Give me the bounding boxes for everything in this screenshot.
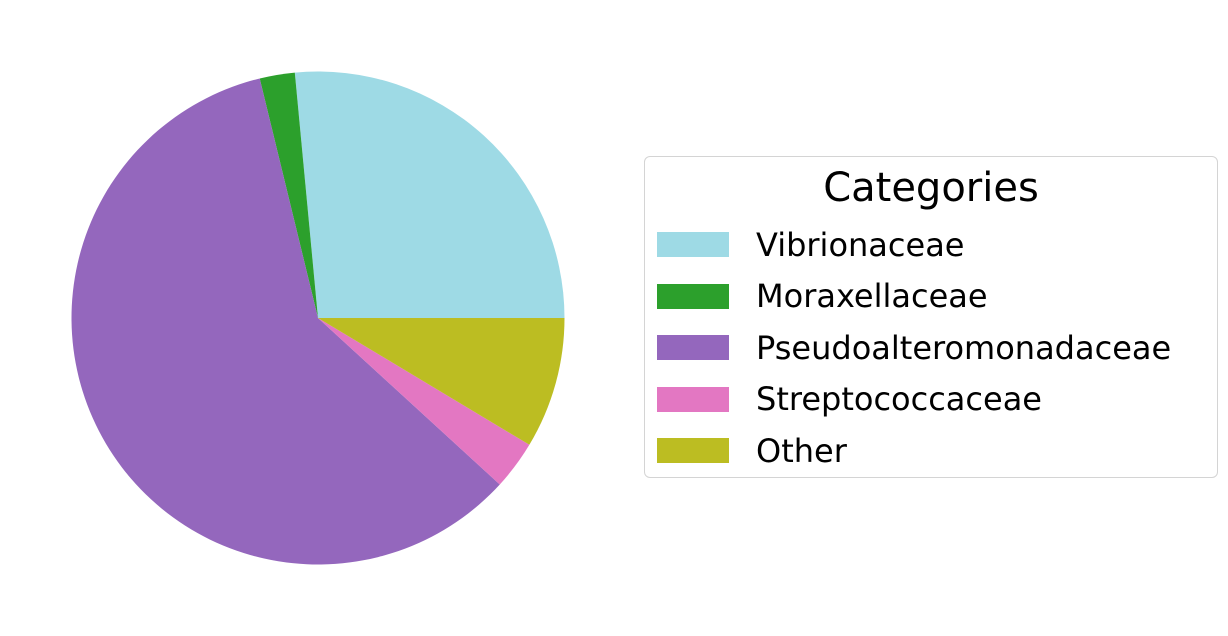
legend-label: Streptococcaceae	[756, 380, 1042, 419]
legend: Categories Vibrionaceae Moraxellaceae Pseu…	[644, 156, 1218, 478]
pie-slice-pseudoalteromonadaceae	[71, 78, 500, 565]
legend-item: Other	[657, 425, 1171, 477]
legend-swatch	[657, 335, 729, 361]
pie-slice-streptococcaceae	[318, 318, 530, 485]
legend-swatch	[657, 386, 729, 412]
legend-swatch	[657, 232, 729, 258]
legend-label: Other	[756, 431, 847, 470]
pie-slice-other	[318, 318, 565, 445]
pie-chart	[71, 71, 565, 565]
legend-label: Moraxellaceae	[756, 277, 988, 316]
pie-slice-moraxellaceae	[259, 72, 318, 318]
legend-swatch	[657, 283, 729, 309]
legend-item: Vibrionaceae	[657, 219, 1171, 271]
legend-item: Pseudoalteromonadaceae	[657, 322, 1171, 374]
legend-label: Vibrionaceae	[756, 225, 965, 264]
legend-swatch	[657, 438, 729, 464]
pie-slices	[71, 71, 565, 565]
legend-list: Vibrionaceae Moraxellaceae Pseudoalteromon…	[657, 219, 1171, 477]
legend-title: Categories	[823, 165, 1039, 211]
legend-label: Pseudoalteromonadaceae	[756, 328, 1172, 367]
legend-item: Moraxellaceae	[657, 271, 1171, 323]
pie-slice-vibrionaceae	[294, 71, 565, 318]
legend-item: Streptococcaceae	[657, 374, 1171, 426]
